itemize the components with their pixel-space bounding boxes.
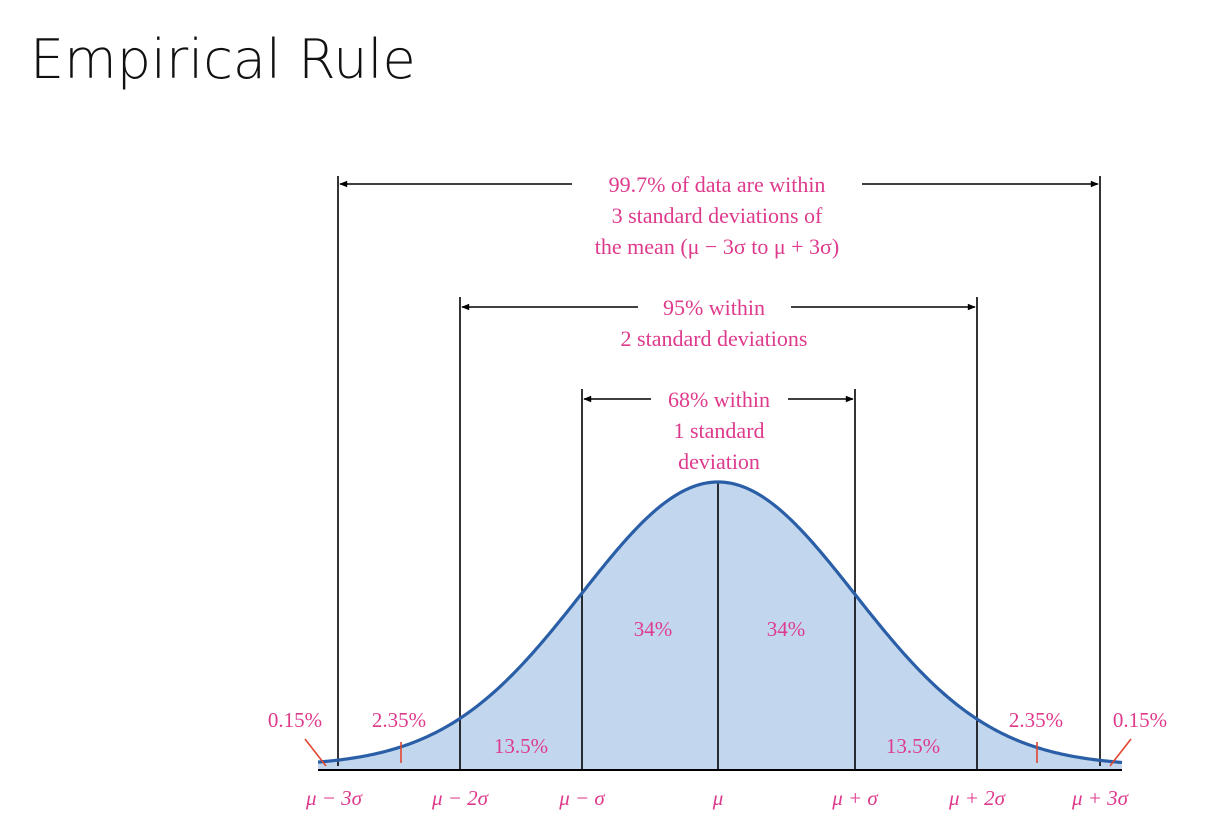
axis-label-mu-plus-3sigma: μ + 3σ — [1071, 786, 1130, 810]
span-3sd-label-line1: 99.7% of data are within — [609, 172, 826, 197]
region-label-left-tail: 0.15% — [268, 708, 322, 732]
span-1sd-label-line2: 1 standard — [673, 418, 764, 443]
region-label-right-middle: 13.5% — [886, 734, 940, 758]
span-1sd-label-line1: 68% within — [668, 387, 770, 412]
axis-label-mu-minus-3sigma: μ − 3σ — [305, 786, 364, 810]
axis-label-mu-plus-sigma: μ + σ — [831, 786, 879, 810]
tail-pointer-left — [304, 738, 327, 767]
slide-title: Empirical Rule — [30, 28, 416, 91]
region-label-left-middle: 13.5% — [494, 734, 548, 758]
span-2sd-label-line1: 95% within — [663, 295, 765, 320]
normal-curve — [317, 480, 1123, 765]
region-label-right-outer: 2.35% — [1009, 708, 1063, 732]
span-2sd-label-line2: 2 standard deviations — [621, 326, 808, 351]
axis-label-mu: μ — [712, 786, 724, 810]
span-3sd-label-line3: the mean (μ − 3σ to μ + 3σ) — [595, 234, 839, 259]
span-3sd-label-line2: 3 standard deviations of — [612, 203, 823, 228]
region-label-left-outer: 2.35% — [372, 708, 426, 732]
axis-label-mu-minus-sigma: μ − σ — [558, 786, 606, 810]
span-1sd-label-line3: deviation — [678, 449, 760, 474]
axis-label-mu-minus-2sigma: μ − 2σ — [431, 786, 490, 810]
region-label-left-inner: 34% — [634, 617, 673, 641]
curve-area-fill — [318, 482, 1122, 770]
region-label-right-tail: 0.15% — [1113, 708, 1167, 732]
region-label-right-inner: 34% — [767, 617, 806, 641]
axis-label-mu-plus-2sigma: μ + 2σ — [948, 786, 1007, 810]
tail-pointer-right — [1109, 738, 1132, 767]
